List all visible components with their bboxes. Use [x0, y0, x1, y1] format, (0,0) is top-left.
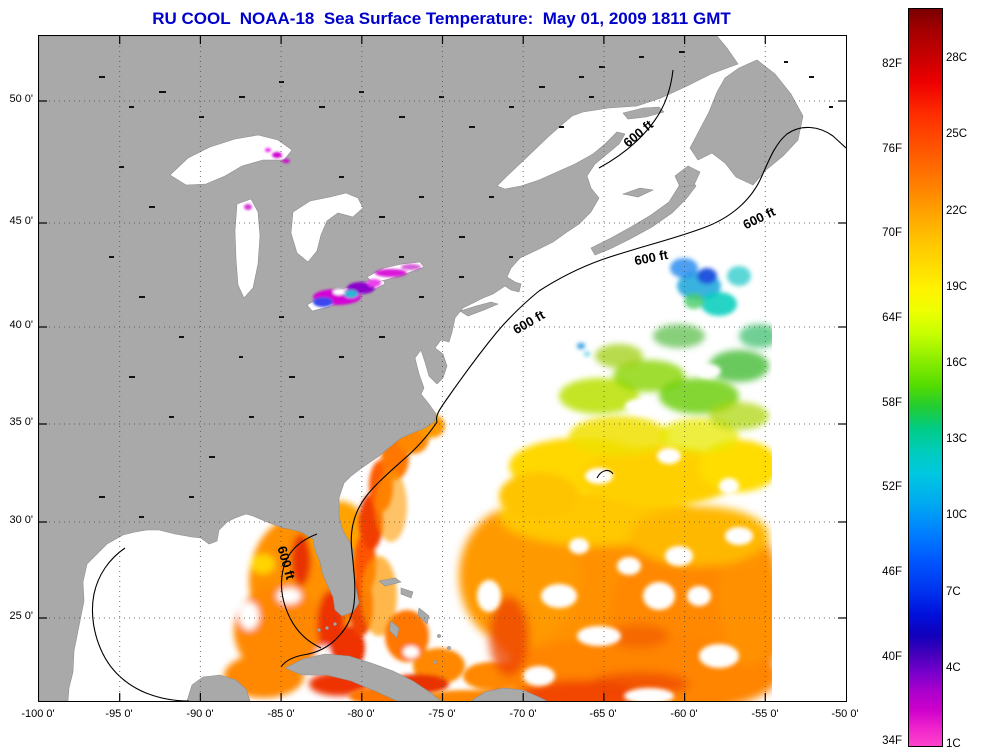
colorbar-label-f: 40F	[882, 651, 902, 663]
swath-edge-mask	[772, 256, 846, 701]
colorbar-label-c: 25C	[946, 128, 968, 140]
colorbar-label-f: 58F	[882, 397, 902, 409]
colorbar-label-c: 1C	[946, 738, 961, 750]
y-axis-label: 25 0'	[9, 610, 33, 622]
x-axis-label: -85 0'	[267, 708, 295, 720]
y-axis-label: 45 0'	[9, 215, 33, 227]
contour-lines	[91, 69, 846, 701]
y-axis-label: 35 0'	[9, 416, 33, 428]
colorbar-label-f: 52F	[882, 481, 902, 493]
island-long-island	[459, 301, 499, 317]
islands-bahamas	[378, 577, 430, 639]
x-axis-label: -65 0'	[589, 708, 617, 720]
colorbar-label-c: 19C	[946, 281, 968, 293]
island-anticosti	[622, 106, 665, 120]
sst-field-subtropical-atlantic	[459, 486, 789, 701]
island-cape-breton	[674, 165, 701, 188]
x-axis-label: -50 0'	[831, 708, 859, 720]
grid-lines	[39, 36, 846, 701]
colorbar-label-c: 4C	[946, 662, 961, 674]
colorbar-label-c: 10C	[946, 509, 968, 521]
colorbar-label-c: 7C	[946, 586, 961, 598]
colorbar-label-c: 28C	[946, 52, 968, 64]
lake-superior	[169, 134, 293, 186]
colorbar-label-f: 46F	[882, 566, 902, 578]
island-pei	[621, 187, 655, 198]
sst-field-green-band	[559, 324, 779, 430]
sst-field-scotian-shelf	[577, 258, 751, 356]
colorbar-gradient	[908, 8, 943, 747]
mainland	[39, 36, 739, 701]
land-speckles	[99, 51, 833, 518]
x-axis-label: -100 0'	[21, 708, 55, 720]
cloud-gaps	[477, 364, 753, 701]
figure-title: RU COOL NOAA-18 Sea Surface Temperature:…	[152, 9, 731, 28]
colorbar-label-c: 13C	[946, 433, 968, 445]
colorbar-label-f: 34F	[882, 735, 902, 747]
island-hispaniola	[470, 687, 548, 701]
colorbar-label-f: 64F	[882, 312, 902, 324]
lake-michigan	[234, 198, 261, 299]
sst-field-great-lakes	[244, 148, 421, 307]
map-plot: 600 ft 600 ft 600 ft 600 ft 600 ft	[38, 35, 847, 702]
island-cuba	[284, 653, 442, 701]
y-axis-label: 30 0'	[9, 514, 33, 526]
lake-huron	[290, 192, 364, 263]
y-axis-label: 40 0'	[9, 319, 33, 331]
great-lakes	[169, 134, 425, 312]
colorbar-label-c: 22C	[946, 205, 968, 217]
peninsula-yucatan	[186, 674, 251, 701]
tick-marks	[39, 36, 846, 701]
x-axis-label: -60 0'	[670, 708, 698, 720]
colorbar-label-f: 70F	[882, 227, 902, 239]
land-shape	[39, 36, 804, 701]
x-axis-label: -90 0'	[186, 708, 214, 720]
contour-label: 600 ft	[740, 203, 778, 232]
x-axis-label: -80 0'	[347, 708, 375, 720]
colorbar-label-f: 82F	[882, 58, 902, 70]
map-canvas: 600 ft 600 ft 600 ft 600 ft 600 ft	[39, 36, 846, 701]
island-newfoundland	[689, 59, 804, 186]
x-axis-label: -95 0'	[105, 708, 133, 720]
contour-label: 600 ft	[633, 247, 670, 268]
contour-label: 600 ft	[620, 116, 656, 150]
x-axis-label: -75 0'	[428, 708, 456, 720]
sst-field-yellow-band	[499, 416, 779, 520]
island-nova-scotia	[590, 177, 697, 256]
colorbar-label-c: 16C	[946, 357, 968, 369]
colorbar-label-f: 76F	[882, 143, 902, 155]
x-axis-label: -70 0'	[509, 708, 537, 720]
x-axis-label: -55 0'	[751, 708, 779, 720]
y-axis-label: 50 0'	[9, 93, 33, 105]
